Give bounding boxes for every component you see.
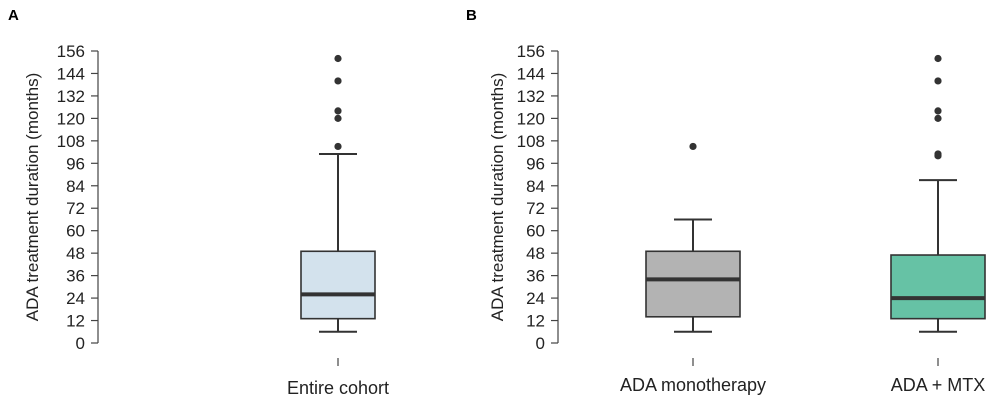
outlier-point	[334, 114, 342, 122]
y-tick-label: 96	[526, 154, 545, 173]
outlier-point	[689, 142, 697, 151]
y-tick-label: 156	[57, 42, 85, 61]
y-tick-label: 0	[76, 334, 85, 353]
outlier-point	[934, 114, 942, 122]
y-tick-label: 84	[526, 177, 545, 196]
y-tick-label: 24	[66, 289, 85, 308]
y-tick-label: 156	[517, 42, 545, 61]
panel-b-chart: 0 12 24 36 48 60 72 84 96 108 120 132 144 156 ADA trea…	[488, 42, 986, 395]
outlier-point	[334, 107, 342, 115]
y-tick-label: 36	[526, 267, 545, 286]
outlier-point	[934, 77, 942, 85]
x-category-label: ADA monotherapy	[620, 375, 766, 395]
y-tick-label: 24	[526, 289, 545, 308]
panel-b-letter: B	[466, 7, 477, 24]
y-tick-label: 108	[517, 132, 545, 151]
y-tick-label: 12	[526, 312, 545, 331]
outlier-point	[934, 107, 942, 115]
y-axis-title: ADA treatment duration (months)	[23, 73, 42, 322]
outlier-point	[334, 54, 342, 63]
outlier-point	[334, 142, 342, 151]
y-tick-label: 96	[66, 154, 85, 173]
iqr-box	[645, 250, 741, 318]
y-axis-title: ADA treatment duration (months)	[488, 73, 507, 322]
panel-a-chart: 0 12 24 36 48 60 72 84 96 108 120 132 144 156 ADA trea…	[23, 42, 389, 398]
x-category-label: ADA + MTX	[891, 375, 986, 395]
y-tick-label: 144	[517, 64, 545, 83]
y-tick-label: 48	[66, 244, 85, 263]
y-tick-label: 132	[57, 87, 85, 106]
iqr-box	[300, 250, 376, 320]
y-tick-label: 108	[57, 132, 85, 151]
y-tick-label: 60	[66, 222, 85, 241]
y-tick-label: 132	[517, 87, 545, 106]
y-tick-label: 72	[66, 199, 85, 218]
y-tick-label: 60	[526, 222, 545, 241]
y-tick-label: 120	[57, 109, 85, 128]
y-tick-label: 12	[66, 312, 85, 331]
y-tick-label: 0	[536, 334, 545, 353]
panel-a-letter: A	[8, 7, 19, 24]
y-tick-label: 120	[517, 109, 545, 128]
y-tick-label: 72	[526, 199, 545, 218]
outlier-point	[934, 150, 942, 158]
iqr-box	[890, 254, 986, 320]
y-tick-label: 36	[66, 267, 85, 286]
y-tick-label: 48	[526, 244, 545, 263]
x-category-label: Entire cohort	[287, 378, 389, 398]
y-tick-label: 144	[57, 64, 85, 83]
outlier-point	[934, 54, 942, 63]
y-tick-label: 84	[66, 177, 85, 196]
outlier-point	[334, 77, 342, 85]
